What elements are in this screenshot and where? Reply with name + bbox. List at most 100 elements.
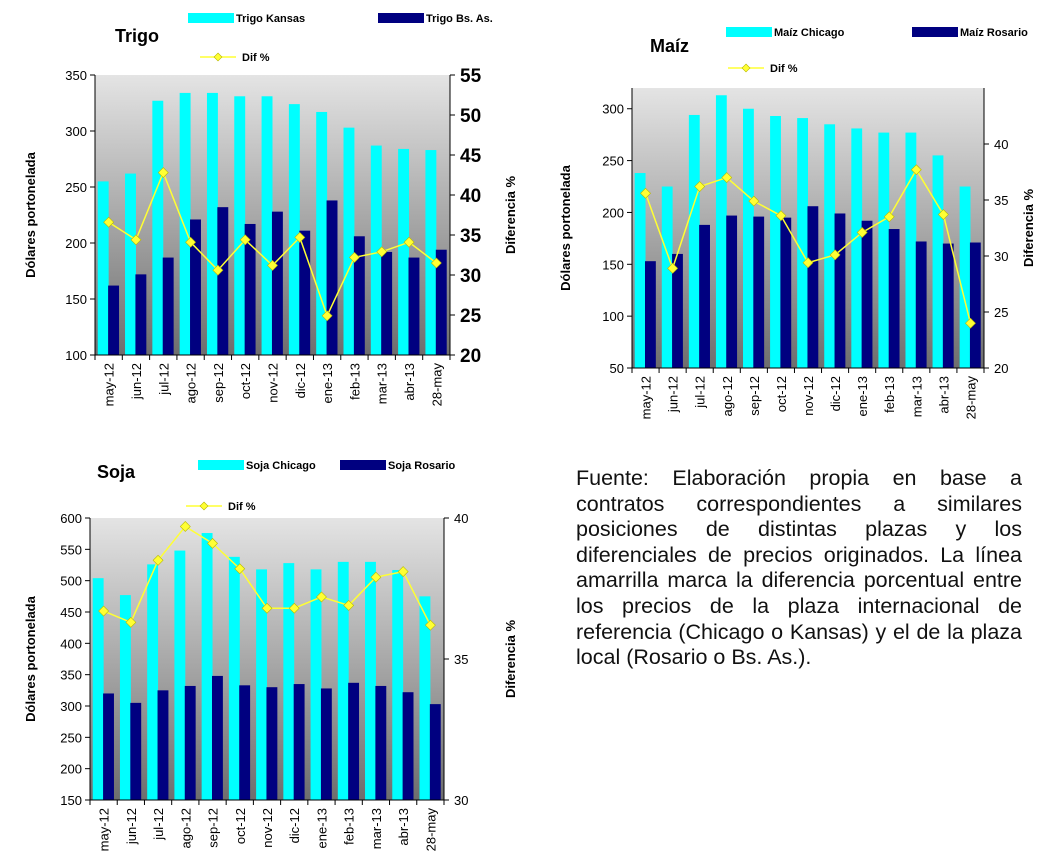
maiz-bar-maiz-rosario-jun-12 — [672, 253, 683, 368]
trigo-legend-label-dif: Dif % — [242, 52, 270, 64]
maiz-point-dif-jul-12 — [694, 181, 706, 192]
trigo-ytick-100: 100 — [65, 348, 87, 363]
soja-point-dif-ago-12 — [179, 521, 191, 532]
soja-title: Soja — [97, 462, 136, 482]
trigo-bar-trigo-bs-as-ene-13 — [326, 200, 338, 355]
soja-xtick-may-12: may-12 — [97, 808, 112, 851]
soja-bar-soja-chicago-dic-12 — [283, 563, 295, 800]
trigo-point-dif-oct-12 — [239, 234, 251, 246]
trigo-ytick-250: 250 — [65, 180, 87, 195]
soja-xtick-abr-13: abr-13 — [396, 808, 411, 846]
trigo-xtick-feb-13: feb-13 — [347, 363, 362, 400]
trigo-bar-trigo-kansas-dic-12 — [288, 104, 300, 356]
soja-y2tick-30: 30 — [454, 793, 468, 808]
trigo-ytick-150: 150 — [65, 292, 87, 307]
soja-bar-soja-chicago-feb-13 — [337, 561, 349, 800]
trigo-xtick-mar-13: mar-13 — [375, 363, 390, 404]
maiz-legend-label-dif: Dif % — [770, 63, 798, 75]
soja-xtick-jul-12: jul-12 — [151, 808, 166, 841]
trigo-xtick-ago-12: ago-12 — [184, 363, 199, 403]
trigo-bar-trigo-kansas-jun-12 — [125, 173, 136, 355]
maiz-legend-marker-dif — [741, 63, 751, 73]
chart-maiz: 50 100 150 200 250 300 20 25 30 35 40 may-12 jun-12 j… — [540, 0, 1042, 440]
trigo-bar-trigo-kansas-may-12 — [97, 181, 109, 355]
maiz-bar-maiz-rosario-sep-12 — [753, 216, 765, 368]
trigo-point-dif-28-may — [430, 257, 442, 269]
trigo-point-dif-jul-12 — [157, 167, 169, 179]
trigo-xtick-jul-12: jul-12 — [156, 363, 171, 396]
soja-bar-soja-chicago-jul-12 — [147, 564, 159, 800]
trigo-point-dif-sep-12 — [212, 264, 224, 276]
trigo-y2tick-45: 45 — [460, 146, 482, 167]
maiz-bar-maiz-rosario-ene-13 — [861, 220, 873, 368]
maiz-y2label: Diferencia % — [1021, 189, 1036, 267]
trigo-bar-trigo-kansas-jul-12 — [152, 100, 164, 355]
trigo-ytick-300: 300 — [65, 124, 87, 139]
maiz-y2tick-35: 35 — [994, 193, 1008, 208]
trigo-point-dif-nov-12 — [267, 259, 278, 271]
maiz-point-dif-jun-12 — [667, 262, 679, 274]
soja-bar-soja-rosario-ene-13 — [320, 688, 332, 800]
maiz-point-dif-28-may — [965, 317, 976, 329]
soja-point-dif-abr-13 — [397, 566, 409, 578]
maiz-point-dif-abr-13 — [937, 209, 949, 220]
chart-soja: 150 200 250 300 350 400 450 500 550 600 30 35 40 may-… — [0, 440, 560, 863]
soja-bar-soja-chicago-oct-12 — [228, 556, 240, 800]
soja-bar-soja-chicago-abr-13 — [392, 570, 404, 800]
trigo-point-dif-jun-12 — [130, 234, 142, 246]
soja-y2tick-40: 40 — [454, 511, 468, 526]
maiz-bar-maiz-chicago-may-12 — [634, 173, 646, 368]
trigo-point-dif-ago-12 — [185, 236, 197, 248]
maiz-bar-maiz-rosario-dic-12 — [834, 213, 846, 368]
trigo-y2tick-20: 20 — [460, 346, 481, 367]
maiz-y2tick-25: 25 — [994, 305, 1008, 320]
trigo-point-dif-mar-13 — [376, 246, 388, 258]
maiz-bar-maiz-rosario-ago-12 — [726, 215, 738, 368]
maiz-bar-maiz-rosario-abr-13 — [942, 243, 954, 368]
soja-point-dif-ene-13 — [316, 591, 327, 603]
maiz-ylabel: Dólares portonelada — [558, 164, 573, 290]
maiz-point-dif-may-12 — [640, 187, 651, 199]
soja-bar-soja-chicago-ago-12 — [174, 550, 186, 800]
soja-bar-soja-rosario-may-12 — [103, 693, 114, 800]
maiz-xtick-ene-13: ene-13 — [855, 376, 870, 416]
maiz-ytick-300: 300 — [602, 102, 624, 117]
maiz-legend-label-maiz-rosario: Maíz Rosario — [960, 27, 1028, 39]
maiz-point-dif-oct-12 — [775, 210, 787, 222]
soja-xtick-mar-13: mar-13 — [369, 808, 384, 849]
trigo-ytick-200: 200 — [65, 236, 87, 251]
trigo-bar-trigo-kansas-oct-12 — [234, 96, 246, 355]
maiz-bar-maiz-chicago-sep-12 — [743, 108, 754, 369]
soja-bar-soja-rosario-jul-12 — [157, 690, 169, 800]
maiz-xtick-nov-12: nov-12 — [801, 376, 816, 416]
soja-bar-soja-rosario-jun-12 — [130, 702, 142, 800]
soja-ytick-200: 200 — [60, 762, 82, 777]
trigo-bar-trigo-bs-as-dic-12 — [299, 230, 311, 355]
soja-ylabel: Dólares portonelada — [23, 595, 38, 721]
maiz-title: Maíz — [650, 36, 689, 56]
trigo-y2tick-50: 50 — [460, 106, 481, 127]
maiz-xtick-dic-12: dic-12 — [828, 376, 843, 411]
soja-point-dif-dic-12 — [288, 602, 300, 614]
maiz-legend-label-maiz-chicago: Maíz Chicago — [774, 27, 845, 39]
trigo-bar-trigo-kansas-ene-13 — [316, 111, 328, 356]
maiz-point-dif-dic-12 — [829, 249, 841, 261]
chart-trigo: 100 150 200 250 300 350 20 25 30 35 40 45 50 55 may-12… — [0, 0, 540, 430]
maiz-xtick-ago-12: ago-12 — [720, 376, 735, 416]
soja-ytick-300: 300 — [60, 699, 82, 714]
maiz-xtick-jul-12: jul-12 — [693, 376, 708, 409]
maiz-point-dif-sep-12 — [748, 195, 760, 207]
trigo-legend-swatch-trigo-bs-as — [378, 13, 424, 23]
trigo-bar-trigo-kansas-sep-12 — [206, 92, 218, 356]
trigo-xtick-nov-12: nov-12 — [266, 363, 281, 403]
trigo-point-dif-abr-13 — [403, 236, 415, 248]
trigo-y2tick-25: 25 — [460, 306, 482, 327]
maiz-xtick-28-may: 28-may — [963, 376, 978, 420]
maiz-xtick-jun-12: jun-12 — [666, 376, 681, 413]
soja-point-dif-mar-13 — [370, 571, 382, 583]
soja-ytick-450: 450 — [60, 605, 82, 620]
maiz-bar-maiz-chicago-abr-13 — [932, 155, 944, 368]
trigo-bar-trigo-kansas-feb-13 — [343, 127, 355, 355]
soja-point-dif-jul-12 — [152, 554, 164, 566]
soja-bar-soja-rosario-abr-13 — [402, 692, 414, 800]
